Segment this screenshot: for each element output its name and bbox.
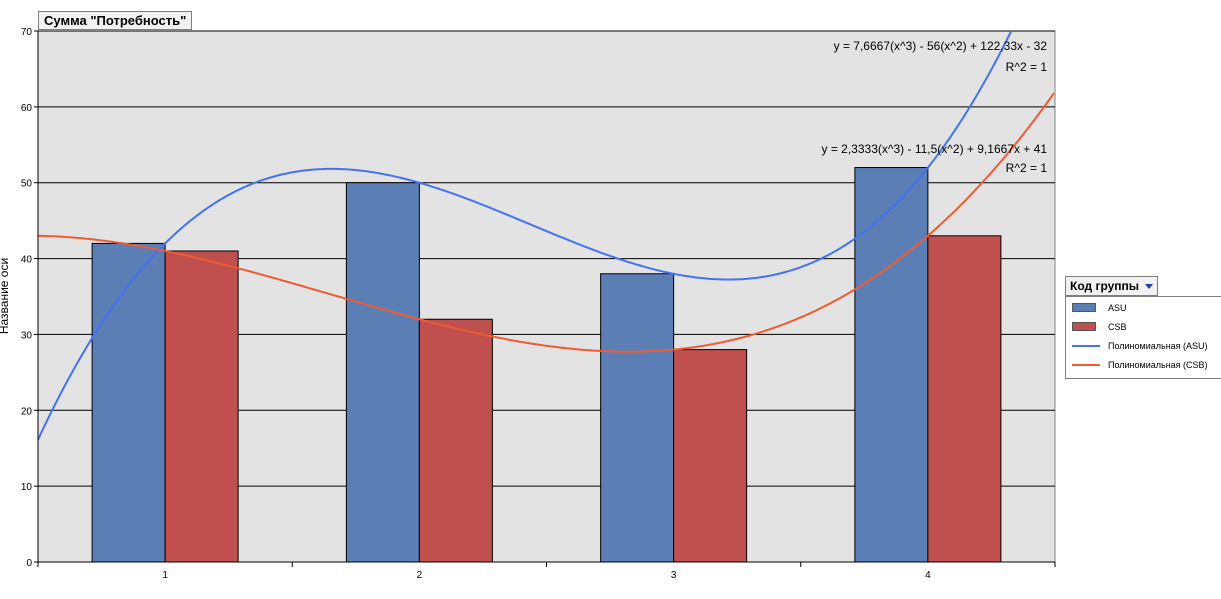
legend-label-asu: ASU — [1108, 303, 1127, 313]
pivot-field-button[interactable]: Сумма "Потребность" — [38, 11, 193, 30]
legend-filter-button[interactable]: Код группы — [1065, 276, 1159, 296]
bars — [91, 167, 1002, 563]
legend-label-csb: CSB — [1108, 322, 1127, 332]
swatch-asu — [1072, 303, 1096, 312]
dropdown-arrow-icon — [1145, 284, 1154, 290]
legend-label-trend-asu: Полиномиальная (ASU) — [1108, 341, 1208, 351]
tick-labels: 0 10 20 30 40 50 60 70 1 2 3 4 — [21, 27, 931, 581]
y-tick-label: 40 — [21, 255, 33, 266]
trendline-r2: R^2 = 1 — [1006, 60, 1048, 74]
y-tick-label: 70 — [21, 27, 33, 38]
trendline-equation: y = 2,3333(x^3) - 11,5(x^2) + 9,1667x + … — [821, 142, 1047, 156]
trendline-equation: y = 7,6667(x^3) - 56(x^2) + 122,33x - 32 — [834, 39, 1048, 53]
x-tick-label: 2 — [417, 570, 423, 581]
x-tick-label: 1 — [162, 570, 168, 581]
bar-csb — [164, 250, 239, 563]
y-tick-label: 50 — [21, 179, 33, 190]
bar-csb — [673, 349, 748, 563]
bar-asu — [345, 182, 420, 563]
legend[interactable]: ASU CSB Полиномиальная (ASU) Полиномиаль… — [1065, 296, 1221, 379]
x-tick-label: 3 — [671, 570, 677, 581]
y-axis-title[interactable]: Название оси — [0, 258, 11, 334]
bar-csb — [927, 235, 1002, 563]
trendline-equations: y = 7,6667(x^3) - 56(x^2) + 122,33x - 32… — [821, 39, 1047, 175]
y-tick-label: 20 — [21, 406, 33, 417]
line-swatch-asu — [1072, 345, 1100, 347]
line-swatch-csb — [1072, 364, 1100, 366]
bar-asu — [91, 242, 166, 563]
swatch-csb — [1072, 322, 1096, 331]
trendline-r2: R^2 = 1 — [1006, 161, 1048, 175]
legend-title: Код группы — [1070, 279, 1140, 293]
y-tick-label: 60 — [21, 103, 33, 114]
axes — [37, 31, 1056, 567]
bar-asu — [600, 273, 675, 563]
legend-label-trend-csb: Полиномиальная (CSB) — [1108, 360, 1208, 370]
y-tick-label: 10 — [21, 482, 33, 493]
bar-csb — [418, 318, 493, 563]
bar-asu — [854, 167, 929, 563]
trendlines — [38, 31, 1055, 441]
x-tick-label: 4 — [925, 570, 931, 581]
y-tick-label: 0 — [26, 558, 32, 569]
trendline-curve — [38, 31, 1013, 441]
trendline-curve — [38, 92, 1055, 353]
y-tick-label: 30 — [21, 330, 33, 341]
